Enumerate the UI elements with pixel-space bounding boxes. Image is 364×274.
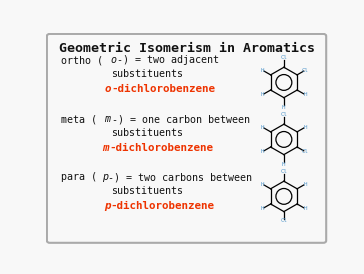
Text: H: H	[261, 206, 264, 211]
Text: Cl: Cl	[302, 149, 309, 154]
Text: H: H	[282, 162, 286, 167]
Text: substituents: substituents	[111, 69, 183, 79]
Text: Geometric Isomerism in Aromatics: Geometric Isomerism in Aromatics	[59, 42, 314, 55]
Text: Cl: Cl	[280, 55, 287, 60]
Text: -dichlorobenzene: -dichlorobenzene	[110, 201, 214, 211]
Text: H: H	[304, 92, 307, 97]
Text: p: p	[102, 172, 108, 182]
Text: substituents: substituents	[111, 186, 183, 196]
Text: H: H	[282, 105, 286, 110]
Text: m: m	[104, 114, 110, 124]
Text: H: H	[261, 182, 264, 187]
Text: H: H	[304, 182, 307, 187]
Text: H: H	[261, 149, 264, 154]
Text: -dichlorobenzene: -dichlorobenzene	[110, 142, 214, 153]
Text: -) = two carbons between: -) = two carbons between	[108, 172, 252, 182]
Text: o: o	[105, 84, 111, 93]
Text: para (: para (	[61, 172, 97, 182]
Text: Cl: Cl	[302, 68, 309, 73]
Text: p: p	[104, 201, 110, 211]
Text: substituents: substituents	[111, 128, 183, 138]
Text: Cl: Cl	[280, 218, 287, 224]
Text: H: H	[304, 125, 307, 130]
Text: m: m	[102, 142, 108, 153]
Text: H: H	[261, 125, 264, 130]
Text: Cl: Cl	[280, 112, 287, 117]
Text: Cl: Cl	[280, 169, 287, 174]
Text: ortho (: ortho (	[61, 55, 103, 65]
Text: H: H	[304, 206, 307, 211]
Text: meta (: meta (	[61, 114, 97, 124]
Text: H: H	[261, 92, 264, 97]
Text: -) = two adjacent: -) = two adjacent	[117, 55, 219, 65]
Text: H: H	[261, 68, 264, 73]
Text: -) = one carbon between: -) = one carbon between	[111, 114, 249, 124]
FancyBboxPatch shape	[47, 34, 326, 243]
Text: -dichlorobenzene: -dichlorobenzene	[111, 84, 215, 93]
Text: o: o	[111, 55, 117, 65]
